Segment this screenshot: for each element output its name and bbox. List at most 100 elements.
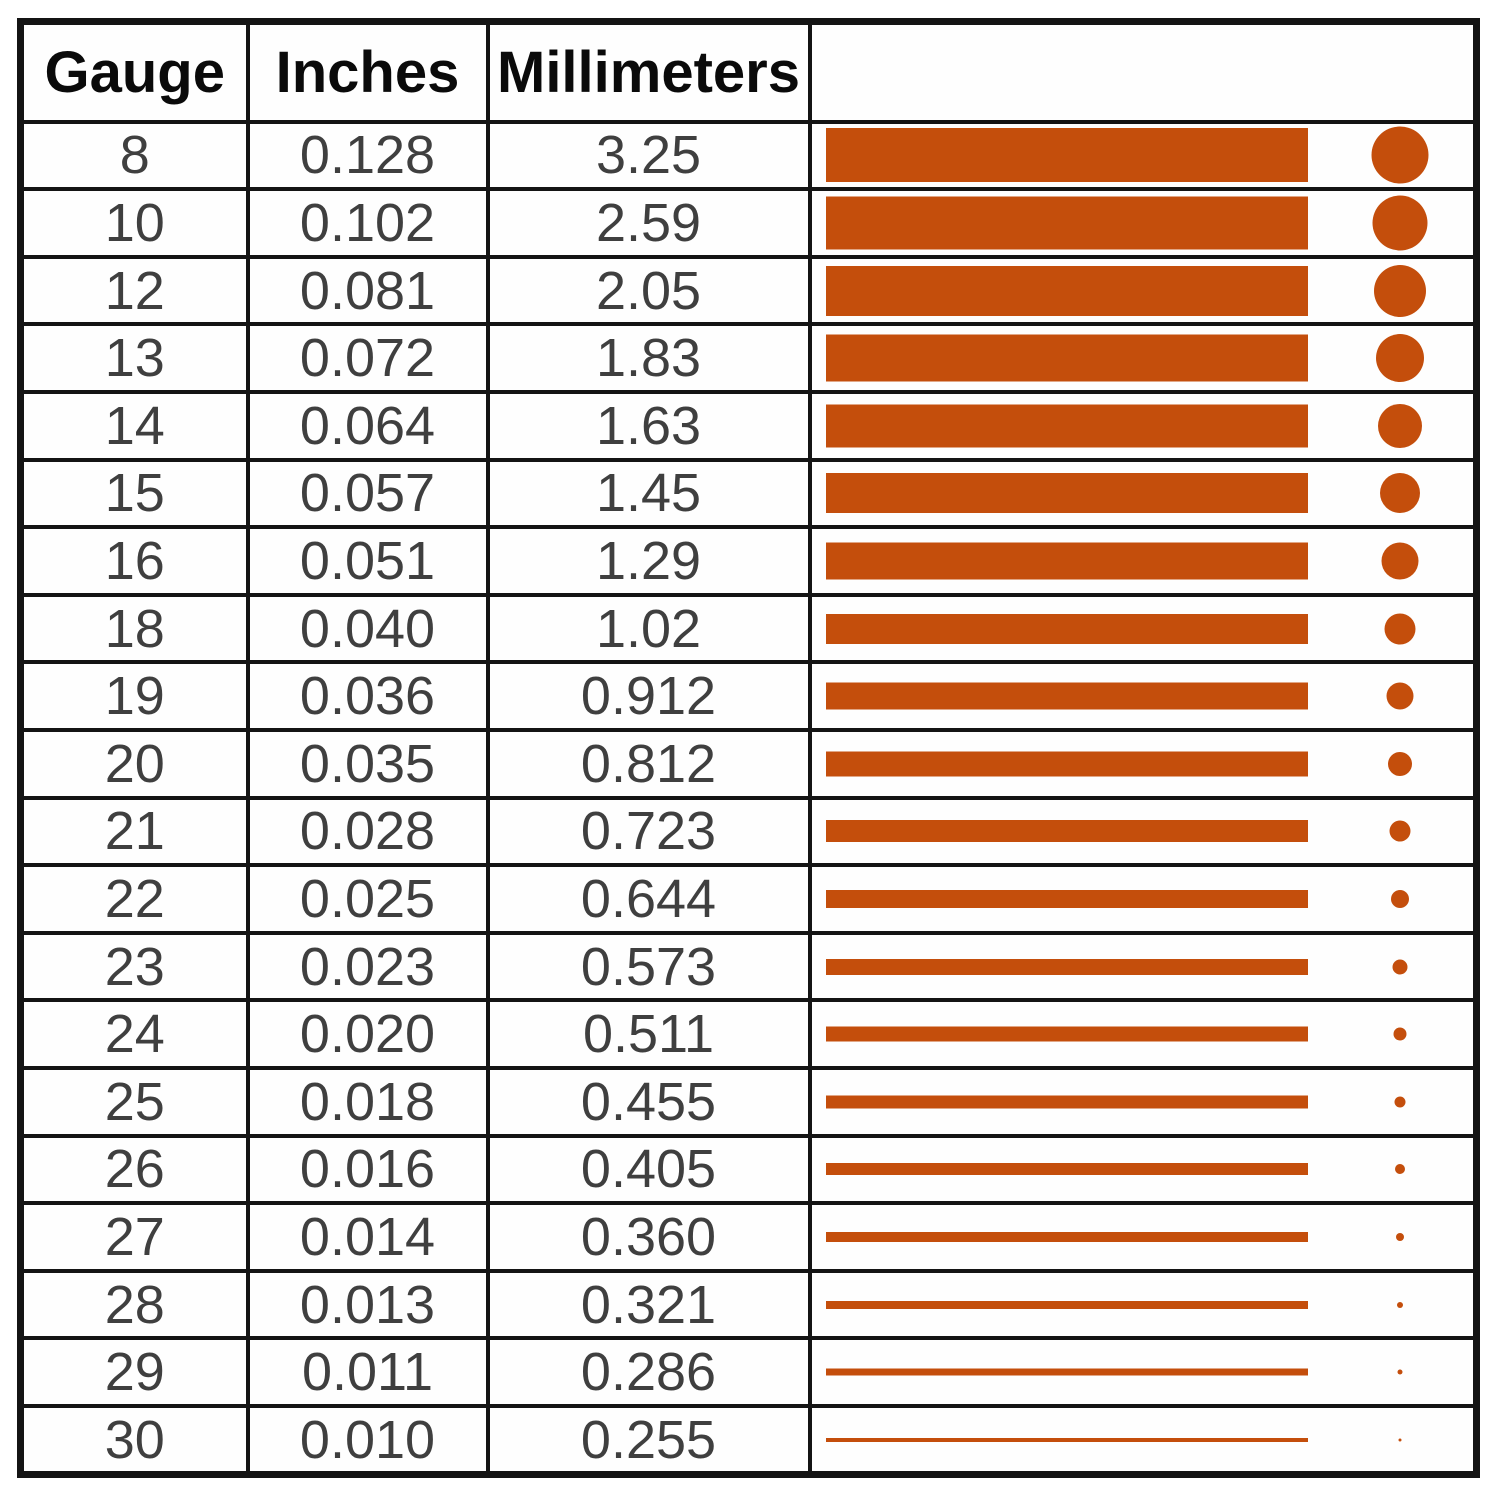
table-row: 25 0.018 0.455 xyxy=(18,1066,1479,1138)
wire-diameter-dot xyxy=(1396,1301,1403,1308)
table-row: 29 0.011 0.286 xyxy=(18,1336,1479,1409)
gauge-value: 12 xyxy=(18,254,250,327)
millimeters-value: 1.29 xyxy=(485,525,812,597)
millimeters-value: 1.45 xyxy=(485,457,812,530)
size-graphic-cell xyxy=(807,1133,1479,1206)
gauge-value: 27 xyxy=(18,1201,250,1273)
inches-value: 0.018 xyxy=(245,1066,490,1138)
gauge-value: 26 xyxy=(18,1133,250,1206)
table-row: 28 0.013 0.321 xyxy=(18,1268,1479,1341)
wire-thickness-bar xyxy=(825,473,1308,514)
table-row: 10 0.102 2.59 xyxy=(18,187,1479,259)
size-graphic-cell xyxy=(807,254,1479,327)
wire-thickness-bar xyxy=(825,751,1308,777)
gauge-value: 28 xyxy=(18,1268,250,1341)
gauge-value: 25 xyxy=(18,1066,250,1138)
header-millimeters: Millimeters xyxy=(485,19,812,124)
wire-thickness-bar xyxy=(825,334,1308,382)
size-graphic-cell xyxy=(807,660,1479,732)
wire-thickness-bar xyxy=(825,1232,1308,1243)
millimeters-value: 3.25 xyxy=(485,119,812,192)
inches-value: 0.011 xyxy=(245,1336,490,1409)
table-row: 20 0.035 0.812 xyxy=(18,727,1479,800)
inches-value: 0.102 xyxy=(245,187,490,259)
gauge-value: 29 xyxy=(18,1336,250,1409)
size-graphic-cell xyxy=(807,187,1479,259)
gauge-value: 13 xyxy=(18,322,250,394)
table-row: 15 0.057 1.45 xyxy=(18,457,1479,530)
wire-thickness-bar xyxy=(825,1300,1308,1309)
wire-diameter-dot xyxy=(1372,195,1427,251)
size-graphic-cell xyxy=(807,119,1479,192)
inches-value: 0.035 xyxy=(245,727,490,800)
millimeters-value: 1.83 xyxy=(485,322,812,394)
wire-diameter-dot xyxy=(1375,334,1424,383)
gauge-value: 14 xyxy=(18,389,250,462)
size-graphic-cell xyxy=(807,592,1479,665)
wire-diameter-dot xyxy=(1373,264,1426,317)
millimeters-value: 0.573 xyxy=(485,930,812,1003)
wire-diameter-dot xyxy=(1394,1164,1405,1175)
wire-diameter-dot xyxy=(1384,613,1415,645)
size-graphic-cell xyxy=(807,1268,1479,1341)
wire-thickness-bar xyxy=(825,196,1308,250)
size-graphic-cell xyxy=(807,1336,1479,1409)
millimeters-value: 0.912 xyxy=(485,660,812,732)
millimeters-value: 0.812 xyxy=(485,727,812,800)
inches-value: 0.036 xyxy=(245,660,490,732)
gauge-value: 18 xyxy=(18,592,250,665)
size-graphic-cell xyxy=(807,863,1479,935)
inches-value: 0.020 xyxy=(245,998,490,1071)
millimeters-value: 0.723 xyxy=(485,795,812,868)
size-graphic-cell xyxy=(807,457,1479,530)
gauge-value: 24 xyxy=(18,998,250,1071)
header-inches: Inches xyxy=(245,19,490,124)
wire-thickness-bar xyxy=(825,1026,1308,1042)
inches-value: 0.010 xyxy=(245,1404,490,1477)
wire-diameter-dot xyxy=(1377,403,1422,448)
table-row: 18 0.040 1.02 xyxy=(18,592,1479,665)
millimeters-value: 0.321 xyxy=(485,1268,812,1341)
wire-thickness-bar xyxy=(825,682,1308,710)
millimeters-value: 2.05 xyxy=(485,254,812,327)
table-row: 12 0.081 2.05 xyxy=(18,254,1479,327)
wire-diameter-dot xyxy=(1397,1369,1402,1375)
wire-diameter-dot xyxy=(1386,682,1413,710)
wire-thickness-bar xyxy=(825,958,1308,975)
size-graphic-cell xyxy=(807,1066,1479,1138)
gauge-value: 23 xyxy=(18,930,250,1003)
size-graphic-cell xyxy=(807,930,1479,1003)
gauge-value: 22 xyxy=(18,863,250,935)
millimeters-value: 0.644 xyxy=(485,863,812,935)
millimeters-value: 1.63 xyxy=(485,389,812,462)
inches-value: 0.072 xyxy=(245,322,490,394)
table-row: 22 0.025 0.644 xyxy=(18,863,1479,935)
inches-value: 0.081 xyxy=(245,254,490,327)
size-graphic-cell xyxy=(807,322,1479,394)
inches-value: 0.023 xyxy=(245,930,490,1003)
table-row: 19 0.036 0.912 xyxy=(18,660,1479,732)
gauge-table: Gauge Inches Millimeters 8 0.128 3.25 10 0.1… xyxy=(17,18,1480,1478)
wire-thickness-bar xyxy=(825,820,1308,843)
wire-diameter-dot xyxy=(1379,473,1420,514)
millimeters-value: 0.405 xyxy=(485,1133,812,1206)
wire-thickness-bar xyxy=(825,1368,1308,1376)
table-row: 14 0.064 1.63 xyxy=(18,389,1479,462)
inches-value: 0.025 xyxy=(245,863,490,935)
gauge-value: 15 xyxy=(18,457,250,530)
wire-thickness-bar xyxy=(825,542,1308,580)
table-row: 26 0.016 0.405 xyxy=(18,1133,1479,1206)
inches-value: 0.064 xyxy=(245,389,490,462)
table-row: 21 0.028 0.723 xyxy=(18,795,1479,868)
wire-diameter-dot xyxy=(1381,542,1418,580)
header-row: Gauge Inches Millimeters xyxy=(18,19,1479,124)
inches-value: 0.016 xyxy=(245,1133,490,1206)
gauge-value: 21 xyxy=(18,795,250,868)
inches-value: 0.128 xyxy=(245,119,490,192)
wire-diameter-dot xyxy=(1393,1027,1406,1041)
millimeters-value: 0.511 xyxy=(485,998,812,1071)
inches-value: 0.057 xyxy=(245,457,490,530)
wire-thickness-bar xyxy=(825,1163,1308,1176)
size-graphic-cell xyxy=(807,727,1479,800)
